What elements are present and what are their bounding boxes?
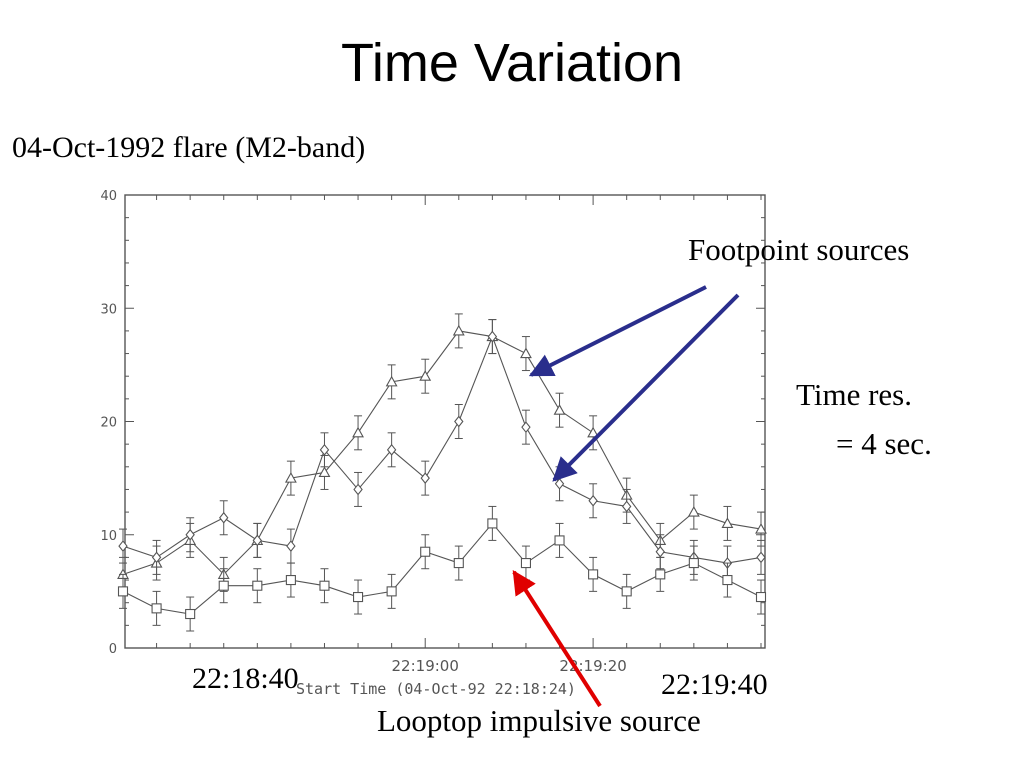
diamond-point <box>655 545 665 558</box>
square-point <box>319 580 330 591</box>
series-line-diamond <box>122 335 762 564</box>
diamond-point <box>353 483 363 496</box>
triangle-point <box>419 370 432 381</box>
square-point <box>554 535 565 546</box>
diamond-point <box>286 540 296 552</box>
square-point <box>285 574 296 586</box>
triangle-point <box>452 324 465 336</box>
y-tick-label: 0 <box>109 642 117 657</box>
square-point <box>722 574 733 586</box>
square-point <box>353 591 364 603</box>
x-axis-title: Start Time (04-Oct-92 22:18:24) <box>296 680 576 698</box>
square-point <box>252 580 263 591</box>
time-res-label: Time res. <box>796 377 912 412</box>
plot-frame <box>124 194 766 649</box>
looptop-label: Looptop impulsive source <box>377 703 701 738</box>
square-point <box>487 518 498 529</box>
slide-title: Time Variation <box>340 33 684 93</box>
square-point <box>151 603 162 614</box>
time-label-right: 22:19:40 <box>661 668 768 701</box>
diamond-point <box>487 330 498 343</box>
y-tick-label: 10 <box>100 529 117 544</box>
x-tick-labels: 22:19:00 22:19:20 <box>392 657 627 675</box>
diamond-point <box>118 540 128 552</box>
triangle-point <box>284 471 297 483</box>
square-point <box>453 558 464 569</box>
diamond-point <box>252 534 263 547</box>
square-point <box>588 569 599 580</box>
looptop-arrow <box>512 569 602 708</box>
footpoint-arrow-lower <box>552 293 740 482</box>
x-tick-label: 22:19:00 <box>392 657 459 675</box>
triangle-point <box>352 426 364 438</box>
y-tick-labels: 0 10 20 30 40 <box>100 189 117 657</box>
triangle-point <box>687 505 700 517</box>
footpoint-label: Footpoint sources <box>688 232 910 267</box>
diamond-point <box>554 477 565 490</box>
time-res-value: = 4 sec. <box>836 426 932 461</box>
flare-subtitle: 04-Oct-1992 flare (M2-band) <box>12 131 366 164</box>
square-point <box>117 586 129 597</box>
diamond-point <box>319 443 330 456</box>
diamond-point <box>756 551 766 564</box>
y-tick-label: 30 <box>100 302 117 317</box>
square-point <box>655 569 666 580</box>
triangle-point <box>755 522 767 534</box>
series-layer <box>117 313 767 632</box>
diamond-point <box>219 511 229 524</box>
diamond-point <box>420 472 430 485</box>
y-tick-label: 20 <box>100 416 117 431</box>
diamond-point <box>521 421 531 434</box>
square-point <box>420 546 431 557</box>
square-point <box>185 608 196 620</box>
triangle-point <box>520 347 532 359</box>
square-point <box>755 591 767 603</box>
series-line-triangle <box>122 330 762 576</box>
series-line-square <box>122 522 762 615</box>
diamond-point <box>151 551 162 564</box>
triangle-point <box>318 466 331 478</box>
diamond-point <box>185 528 195 541</box>
triangle-point <box>385 375 398 387</box>
y-tick-label: 40 <box>100 189 117 204</box>
diamond-point <box>454 415 464 428</box>
triangle-point <box>721 517 734 528</box>
diamond-point <box>386 443 397 456</box>
square-point <box>688 558 699 569</box>
diamond-point <box>621 500 632 513</box>
axis-ticks <box>125 194 765 649</box>
diamond-point <box>588 494 598 507</box>
triangle-point <box>553 404 566 415</box>
footpoint-arrow-upper <box>528 285 707 377</box>
square-point <box>218 580 229 591</box>
time-label-left: 22:18:40 <box>192 662 299 695</box>
square-point <box>386 586 397 597</box>
square-point <box>520 558 531 569</box>
triangle-point <box>587 426 600 438</box>
square-point <box>621 586 632 597</box>
